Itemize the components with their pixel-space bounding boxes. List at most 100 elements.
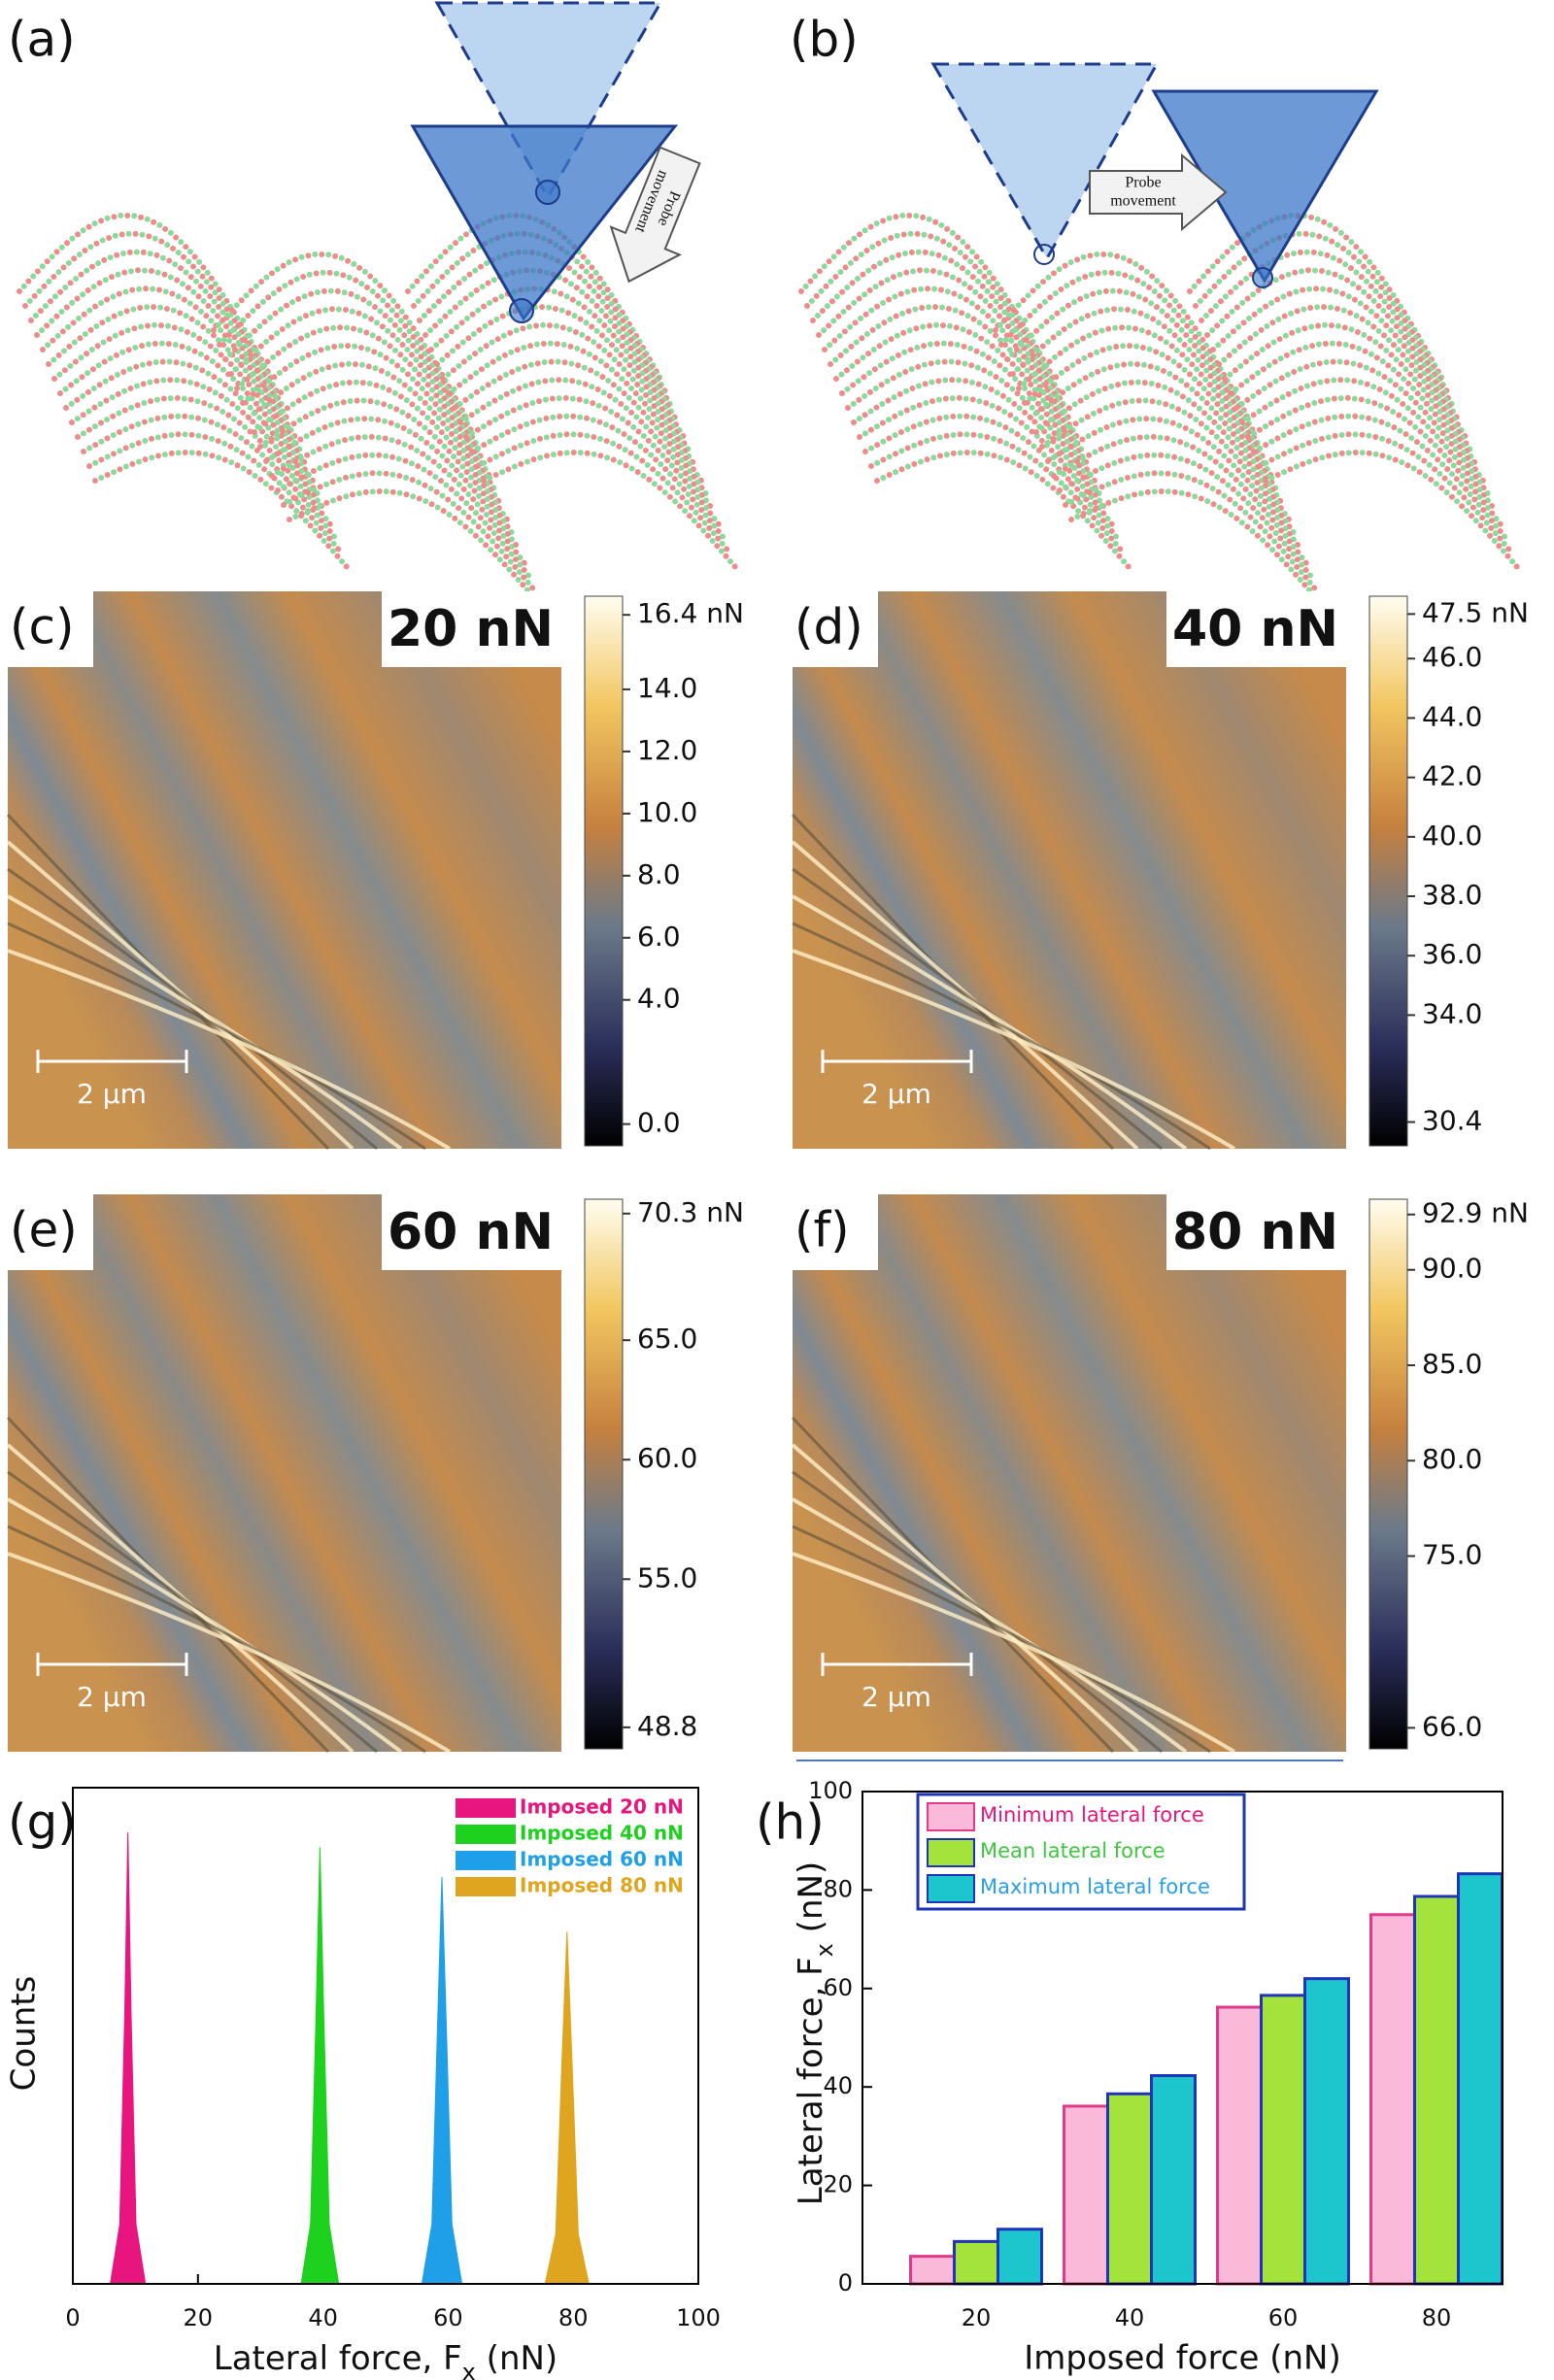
scale-label: 2 µm xyxy=(77,1681,147,1713)
force-label: 80 nN xyxy=(1172,1203,1338,1261)
molecule-chain xyxy=(862,413,1121,542)
colorbar-tick-label: 36.0 xyxy=(1422,938,1482,970)
panel-label: (f) xyxy=(794,1202,850,1258)
molecule-chain xyxy=(434,303,693,454)
molecule-chain xyxy=(34,267,292,425)
bar xyxy=(1063,2104,1109,2286)
x-tick-label: 60 xyxy=(1268,2304,1299,2331)
afm-feature xyxy=(7,894,403,1151)
molecule-chain xyxy=(851,377,1109,513)
molecule-chain xyxy=(457,377,716,513)
probe-apex xyxy=(1033,244,1055,265)
molecule-chain xyxy=(269,433,527,566)
y-tick-label: 80 xyxy=(823,1875,853,1902)
axis-label-part: (nN) xyxy=(476,2339,557,2378)
distribution xyxy=(421,1876,463,2285)
bar xyxy=(1106,2092,1153,2286)
molecule-chain xyxy=(22,230,281,396)
y-tick-label: 60 xyxy=(823,1974,853,2001)
colorbar-tick-label: 46.0 xyxy=(1422,641,1482,673)
x-tick-label: 80 xyxy=(558,2304,589,2331)
legend-swatch xyxy=(456,1798,516,1818)
scale-bar xyxy=(821,1050,973,1073)
scale-bar xyxy=(36,1653,188,1676)
colorbar-tick-label: 6.0 xyxy=(637,921,681,953)
molecule-chain xyxy=(993,251,1251,420)
legend-label: Mean lateral force xyxy=(980,1839,1166,1862)
colorbar-tick-label: 70.3 nN xyxy=(637,1196,744,1228)
axis-label-part: Lateral force, F xyxy=(214,2339,462,2378)
colorbar-tick-label: 66.0 xyxy=(1422,1710,1482,1742)
colorbar-tick-label: 60.0 xyxy=(637,1442,697,1474)
legend-swatch xyxy=(927,1802,975,1831)
molecule-chain xyxy=(463,394,722,527)
molecule-chain xyxy=(234,324,492,479)
molecule-chain xyxy=(411,230,669,396)
molecule-chain xyxy=(86,431,345,556)
colorbar-tick-label: 48.8 xyxy=(637,1710,697,1742)
molecule-chain xyxy=(46,303,304,454)
molecule-chain xyxy=(828,303,1086,454)
afm-image xyxy=(8,1194,561,1752)
arrow-label: Probe xyxy=(1125,175,1161,191)
y-tick-label: 100 xyxy=(808,1777,853,1804)
molecule-chain xyxy=(1187,212,1445,382)
molecule-chain xyxy=(1204,267,1463,425)
molecule-chain xyxy=(1045,416,1303,552)
colorbar-tick-label: 80.0 xyxy=(1422,1443,1482,1475)
y-tick-label: 20 xyxy=(823,2171,853,2198)
arrow-shape xyxy=(1089,152,1228,232)
molecule-chain xyxy=(845,358,1103,498)
molecule-chain xyxy=(252,379,510,522)
molecule-chain xyxy=(281,470,539,595)
force-box xyxy=(382,1194,561,1270)
molecule-chain xyxy=(1257,431,1515,556)
molecule-chain xyxy=(1063,470,1321,595)
molecule-chain xyxy=(228,306,487,464)
force-box xyxy=(1166,591,1346,667)
molecule-chain xyxy=(998,269,1257,435)
probe-apex xyxy=(535,180,560,205)
molecule-chain xyxy=(1051,433,1309,566)
molecule-chain xyxy=(1257,431,1515,556)
colorbar-tick-label: 47.5 nN xyxy=(1422,596,1529,628)
molecule-chain xyxy=(75,394,333,527)
bar xyxy=(953,2239,999,2286)
panel-label: (b) xyxy=(790,12,859,68)
distribution xyxy=(110,1831,147,2285)
molecule-chain xyxy=(1193,230,1451,396)
axis-label: Lateral force, Fx (nN) xyxy=(792,1861,839,2205)
molecule-chain xyxy=(857,394,1115,527)
force-box xyxy=(1166,1194,1346,1270)
colorbar-tick-label: 30.4 xyxy=(1422,1105,1482,1137)
molecule-chain xyxy=(1045,416,1303,552)
legend-label: Imposed 40 nN xyxy=(520,1822,684,1845)
axis-label-sub: x xyxy=(811,1943,838,1957)
colorbar xyxy=(1368,1198,1408,1750)
molecule-chain xyxy=(1216,303,1474,454)
plot-frame xyxy=(72,1787,699,2285)
molecule-chain xyxy=(481,449,739,571)
x-tick-label: 100 xyxy=(676,2304,721,2331)
molecule-chain xyxy=(434,303,693,454)
axis-label-part: (nN) xyxy=(792,1861,830,1943)
molecule-chain xyxy=(457,377,716,513)
afm-feature xyxy=(792,1497,1188,1754)
molecule-chain xyxy=(1222,321,1480,469)
molecule-chain xyxy=(1016,324,1274,479)
molecule-chain xyxy=(217,269,475,435)
molecule-chain xyxy=(1239,377,1498,513)
molecule-chain xyxy=(228,306,487,464)
x-tick-label: 40 xyxy=(1115,2304,1145,2331)
molecule-chain xyxy=(851,377,1109,513)
panel-label: (a) xyxy=(8,12,76,68)
bar xyxy=(1457,1872,1503,2286)
molecule-chain xyxy=(446,340,704,484)
molecule-chain xyxy=(69,377,327,513)
afm-feature xyxy=(7,1552,452,1754)
molecule-chain xyxy=(1263,449,1521,571)
probe-apex xyxy=(509,298,534,323)
molecule-chain xyxy=(1039,397,1298,537)
molecule-chain xyxy=(1063,470,1321,595)
legend-label: Imposed 80 nN xyxy=(520,1874,684,1897)
